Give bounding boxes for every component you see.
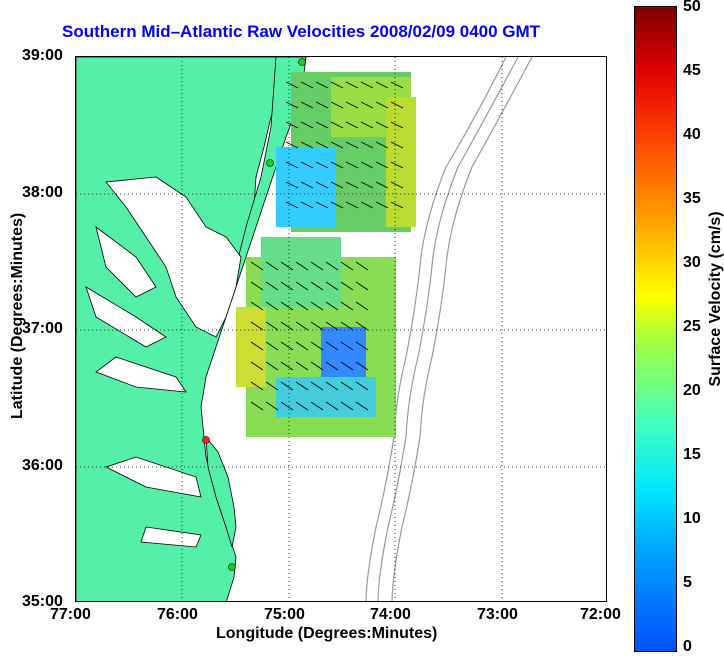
x-tick-label: 76:00 <box>157 606 198 623</box>
x-tick-label: 72:00 <box>580 606 621 623</box>
colorbar-tick-label: 0 <box>683 638 692 655</box>
map-canvas <box>76 57 606 601</box>
colorbar-tick-label: 40 <box>683 126 701 143</box>
chesapeake-bay <box>85 176 242 548</box>
bathymetry-contours <box>365 57 533 601</box>
x-axis-label: Longitude (Degrees:Minutes) <box>216 625 438 642</box>
colorbar-tick-label: 15 <box>683 446 701 463</box>
y-tick-label: 36:00 <box>22 457 63 474</box>
map-plot-area <box>75 56 607 602</box>
station-marker-highlight <box>202 436 210 444</box>
colorbar-tick-label: 45 <box>683 62 701 79</box>
x-tick-label: 77:00 <box>50 606 91 623</box>
y-axis-label: Latitude (Degrees:Minutes) <box>9 212 26 419</box>
radar-stations <box>202 58 306 571</box>
station-marker <box>298 58 306 66</box>
velocity-arrows <box>250 81 404 411</box>
y-tick-label: 39:00 <box>22 47 63 64</box>
y-tick-label: 35:00 <box>22 593 63 610</box>
colorbar-tick-label: 35 <box>683 190 701 207</box>
chart-title: Southern Mid–Atlantic Raw Velocities 200… <box>62 22 541 41</box>
colorbar-label: Surface Velocity (cm/s) <box>707 211 724 387</box>
colorbar-tick-label: 10 <box>683 510 701 527</box>
colorbar-tick-label: 20 <box>683 382 701 399</box>
colorbar-tick-label: 5 <box>683 574 692 591</box>
colorbar-tick-label: 25 <box>683 318 701 335</box>
x-tick-label: 74:00 <box>370 606 411 623</box>
colorbar <box>634 6 677 652</box>
velocity-field <box>236 72 416 437</box>
colorbar-tick-label: 50 <box>683 0 701 15</box>
x-tick-label: 75:00 <box>264 606 305 623</box>
station-marker <box>228 563 236 571</box>
y-tick-label: 37:00 <box>22 320 63 337</box>
grid <box>76 57 606 601</box>
station-marker <box>266 159 274 167</box>
y-tick-label: 38:00 <box>22 184 63 201</box>
x-tick-label: 73:00 <box>477 606 518 623</box>
colorbar-tick-label: 30 <box>683 254 701 271</box>
